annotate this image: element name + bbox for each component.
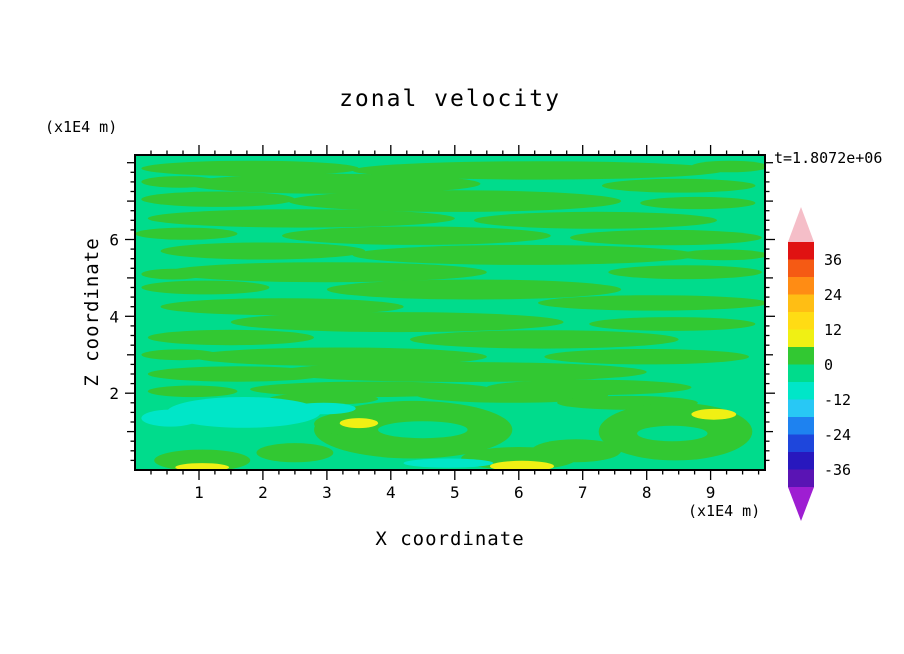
contour-field: [135, 160, 765, 470]
y-tick-label: 2: [109, 384, 119, 403]
contour-blob: [186, 173, 481, 194]
contour-blob: [282, 226, 551, 245]
contour-blob: [147, 366, 327, 382]
contour-blob: [403, 458, 494, 468]
contour-blob: [147, 329, 314, 346]
x-tick-label: 3: [322, 483, 332, 502]
contour-blob: [141, 349, 219, 361]
colorbar-segment: [788, 242, 814, 260]
y-tick-label: 4: [109, 307, 119, 326]
axis-ticks: [125, 145, 775, 480]
contour-blob: [135, 227, 238, 240]
colorbar-under-arrow: [788, 487, 814, 521]
x-tick-label: 7: [578, 483, 588, 502]
colorbar-segment: [788, 364, 814, 383]
contour-blob: [192, 347, 487, 366]
contour-blob: [352, 244, 698, 265]
contour-blob: [141, 176, 219, 188]
contour-blob: [531, 439, 622, 463]
contour-blob: [410, 330, 679, 349]
x-tick-label: 6: [514, 483, 524, 502]
colorbar-tick-label: 24: [824, 286, 842, 304]
colorbar-tick-label: -36: [824, 461, 851, 479]
contour-blob: [378, 421, 468, 439]
contour-blob: [339, 418, 379, 429]
x-tick-label: 9: [706, 483, 716, 502]
contour-plot: 1 2 3 4 5 6 7 8 9 2 4 6: [109, 145, 775, 502]
y-tick-label: 6: [109, 231, 119, 250]
x-tick-label: 1: [194, 483, 204, 502]
colorbar-tick-label: 36: [824, 251, 842, 269]
colorbar-segment: [788, 399, 814, 418]
contour-blob: [141, 160, 359, 177]
colorbar-segment: [788, 312, 814, 330]
colorbar-segment: [788, 417, 814, 435]
colorbar-segment: [788, 382, 814, 400]
colorbar-tick-label: -24: [824, 426, 851, 444]
contour-blob: [141, 268, 206, 280]
time-label: t=1.8072e+06: [774, 149, 883, 167]
contour-blob: [288, 190, 622, 212]
contour-blob: [160, 242, 366, 260]
contour-blob: [416, 387, 609, 403]
contour-blob: [691, 408, 737, 420]
contour-blob: [352, 161, 724, 180]
contour-blob: [570, 229, 762, 246]
y-axis-title: Z coordinate: [81, 237, 103, 387]
colorbar: 36 24 12 0 -12 -24 -36: [788, 207, 851, 521]
contour-blob: [147, 385, 238, 398]
colorbar-segment: [788, 277, 814, 295]
colorbar-body: 36 24 12 0 -12 -24 -36: [788, 207, 851, 521]
colorbar-segment: [788, 294, 814, 313]
contour-blob: [637, 425, 708, 442]
contour-blob: [275, 362, 647, 382]
contour-blob: [601, 178, 756, 193]
colorbar-segment: [788, 452, 814, 470]
colorbar-segment: [788, 347, 814, 365]
x-axis-title: X coordinate: [375, 528, 525, 550]
colorbar-segment: [788, 259, 814, 278]
contour-blob: [154, 449, 251, 470]
contour-blob: [678, 249, 765, 261]
contour-blob: [147, 209, 455, 228]
plot-border: [134, 154, 766, 471]
x-tick-label: 4: [386, 483, 396, 502]
plot-title: zonal velocity: [339, 86, 561, 112]
colorbar-segment: [788, 469, 814, 488]
contour-blob: [141, 280, 270, 295]
contour-blob: [474, 211, 717, 229]
colorbar-segment: [788, 329, 814, 348]
contour-blob: [166, 397, 321, 428]
x-tick-label: 2: [258, 483, 268, 502]
x-tick-label: 8: [642, 483, 652, 502]
colorbar-over-arrow: [788, 207, 814, 242]
x-tick-label: 5: [450, 483, 460, 502]
contour-blob: [291, 402, 356, 415]
contour-blob: [490, 460, 554, 470]
contour-blob: [160, 298, 404, 316]
contour-blob: [544, 349, 749, 365]
contour-blob: [256, 443, 334, 463]
contour-blob: [141, 409, 199, 427]
contour-blob: [589, 317, 756, 331]
contour-blob: [141, 191, 295, 207]
contour-blob: [538, 295, 765, 311]
x-axis-unit-label: (x1E4 m): [688, 502, 761, 520]
contour-blob: [640, 196, 756, 210]
contour-blob: [608, 265, 762, 280]
colorbar-segment: [788, 434, 814, 453]
contour-blob: [691, 160, 765, 173]
contour-blob: [175, 463, 230, 470]
axis-tick-labels: 1 2 3 4 5 6 7 8 9 2 4 6: [109, 231, 715, 503]
colorbar-tick-label: 0: [824, 356, 833, 374]
y-axis-unit-label: (x1E4 m): [45, 118, 118, 136]
contour-blob: [230, 312, 564, 333]
colorbar-tick-label: -12: [824, 391, 851, 409]
contour-blob: [326, 279, 622, 300]
contour-blob: [167, 262, 487, 283]
colorbar-tick-label: 12: [824, 321, 842, 339]
